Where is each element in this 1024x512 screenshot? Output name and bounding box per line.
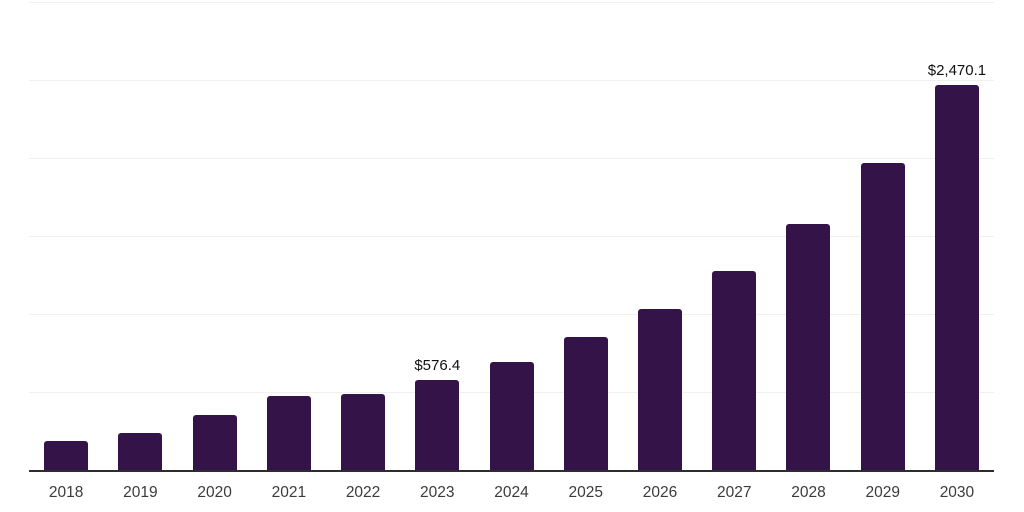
x-tick-2021: 2021: [271, 484, 307, 501]
bars: $576.4 $2,470.1: [29, 2, 994, 470]
bar-2020: [192, 414, 237, 470]
x-tick-2022: 2022: [345, 484, 381, 501]
bar-2018: [44, 441, 89, 470]
x-tick-2019: 2019: [123, 484, 158, 501]
bar-slot-2020: [177, 2, 251, 470]
bar-slot-2029: [846, 2, 920, 470]
bar-slot-2022: [326, 2, 400, 470]
bar-2026: [637, 308, 682, 470]
x-axis-line: [29, 470, 994, 472]
x-tick-2018: 2018: [48, 484, 84, 501]
x-tick-2024: 2024: [494, 484, 529, 501]
gridline-1500: [29, 236, 994, 237]
bar-slot-2025: [549, 2, 623, 470]
bar-slot-2018: [29, 2, 103, 470]
value-label-2030: $2,470.1: [927, 61, 987, 79]
bar-slot-2028: [771, 2, 845, 470]
bar-slot-2027: [697, 2, 771, 470]
x-tick-2027: 2027: [716, 484, 752, 501]
x-tick-2023: 2023: [420, 484, 455, 501]
value-label-2023: $576.4: [414, 357, 461, 375]
plot-area: $576.4 $2,470.1: [29, 2, 994, 472]
bar-2024: [489, 362, 534, 470]
bar-2022: [341, 394, 386, 470]
x-tick-2026: 2026: [642, 484, 678, 501]
gridline-2500: [29, 80, 994, 81]
bar-slot-2019: [103, 2, 177, 470]
bar-slot-2024: [474, 2, 548, 470]
x-tick-2025: 2025: [568, 484, 603, 501]
bar-2023: [415, 380, 460, 470]
gridline-1000: [29, 314, 994, 315]
x-tick-2028: 2028: [791, 484, 826, 501]
bar-slot-2023: $576.4: [400, 2, 474, 470]
bar-slot-2026: [623, 2, 697, 470]
bar-2029: [860, 162, 905, 470]
bar-slot-2021: [252, 2, 326, 470]
x-tick-2020: 2020: [197, 484, 232, 501]
bar-2027: [712, 271, 757, 470]
bar-2030: [934, 84, 979, 470]
gridline-2000: [29, 158, 994, 159]
gridline-3000: [29, 2, 994, 3]
bar-slot-2030: $2,470.1: [920, 2, 994, 470]
bar-2028: [786, 223, 831, 470]
x-axis-labels: 2018 2019 2020 2021 2022 2023 2024 2025 2026 2027…: [29, 484, 994, 502]
x-tick-2029: 2029: [865, 484, 900, 501]
bar-2025: [563, 337, 608, 470]
bar-2021: [266, 395, 311, 470]
x-tick-2030: 2030: [939, 484, 975, 501]
bar-2019: [118, 433, 163, 470]
